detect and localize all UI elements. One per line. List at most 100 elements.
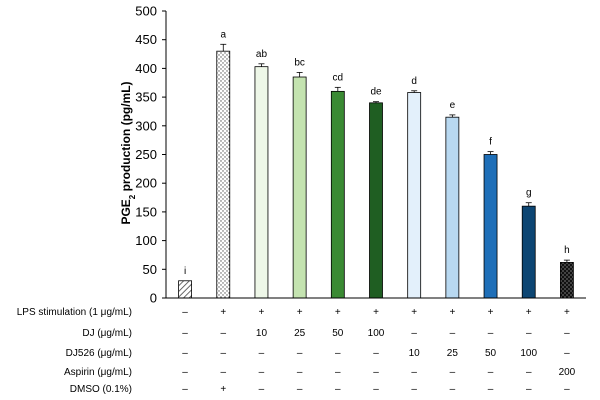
bar	[521, 205, 536, 299]
table-cell: –	[297, 367, 303, 378]
table-cell: 100	[368, 328, 385, 339]
table-cell: +	[335, 307, 341, 318]
significance-label: cd	[333, 72, 344, 83]
y-tick-label: 350	[135, 90, 157, 105]
table-cell: –	[488, 367, 494, 378]
table-row-label: DJ526 (μg/mL)	[66, 348, 132, 359]
table-cell: 50	[485, 348, 497, 359]
bar	[330, 90, 345, 299]
table-cell: +	[373, 307, 379, 318]
bar	[483, 154, 498, 299]
y-tick-label: 50	[143, 262, 157, 277]
bar	[254, 66, 269, 299]
table-cell: –	[564, 348, 570, 359]
y-axis-ticks: 0 50 100 150 200 250 300 350 400 450 500	[135, 4, 166, 306]
table-cell: –	[335, 348, 341, 359]
bar	[178, 280, 192, 299]
bar	[560, 262, 574, 299]
table-cell: 25	[294, 328, 306, 339]
table-cell: –	[450, 367, 456, 378]
table-cell: –	[564, 384, 570, 395]
y-tick-label: 300	[135, 118, 157, 133]
y-axis-title: PGE2 production (pg/mL)	[119, 81, 137, 224]
axes	[165, 11, 586, 299]
table-cell: –	[259, 367, 265, 378]
y-axis-title-subscript: 2	[128, 194, 137, 199]
table-cell: –	[450, 328, 456, 339]
table-cell: –	[450, 384, 456, 395]
y-tick-label: 250	[135, 147, 157, 162]
significance-label: f	[489, 137, 492, 148]
table-cell: –	[297, 384, 303, 395]
table-cell: +	[449, 307, 455, 318]
table-cell: –	[335, 384, 341, 395]
table-cell: –	[488, 328, 494, 339]
bar	[369, 102, 383, 299]
table-cell: –	[411, 328, 417, 339]
y-tick-label: 450	[135, 32, 157, 47]
table-cell: +	[488, 307, 494, 318]
table-cell: 10	[409, 348, 421, 359]
table-cell: –	[526, 384, 532, 395]
bar	[407, 92, 422, 299]
table-cell: –	[488, 384, 494, 395]
y-tick-label: 100	[135, 233, 157, 248]
table-cell: –	[411, 367, 417, 378]
table-cell: –	[182, 307, 188, 318]
bar	[292, 76, 307, 299]
y-tick-label: 200	[135, 176, 157, 191]
table-cell: –	[373, 384, 379, 395]
significance-label: e	[450, 100, 456, 111]
table-cell: –	[373, 367, 379, 378]
y-tick-label: 400	[135, 61, 157, 76]
table-cell: 25	[447, 348, 459, 359]
y-axis-title-rest: production (pg/mL)	[119, 81, 133, 194]
table-cell: –	[526, 367, 532, 378]
significance-label: bc	[294, 57, 305, 68]
table-cell: –	[220, 328, 226, 339]
table-cell: –	[182, 348, 188, 359]
table-cell: –	[220, 367, 226, 378]
table-cell: 200	[559, 367, 576, 378]
table-cell: 100	[520, 348, 537, 359]
table-cell: +	[220, 384, 226, 395]
y-tick-label: 500	[135, 4, 157, 19]
table-cell: –	[564, 328, 570, 339]
table-row-label: LPS stimulation (1 μg/mL)	[17, 307, 132, 318]
table-cell: +	[526, 307, 532, 318]
table-cell: –	[259, 348, 265, 359]
significance-label: de	[370, 87, 382, 98]
y-tick-label: 150	[135, 204, 157, 219]
table-cell: +	[297, 307, 303, 318]
treatment-table: LPS stimulation (1 μg/mL) – + + + + + + + + + + DJ (…	[17, 307, 576, 395]
table-cell: –	[526, 328, 532, 339]
table-cell: 10	[256, 328, 268, 339]
y-tick-label: 0	[150, 291, 157, 306]
table-row-label: DJ (μg/mL)	[82, 328, 132, 339]
table-cell: –	[182, 328, 188, 339]
table-row-label: Aspirin (μg/mL)	[64, 367, 132, 378]
table-cell: –	[373, 348, 379, 359]
y-axis-title-main: PGE	[119, 199, 133, 224]
table-cell: –	[182, 367, 188, 378]
svg-text:PGE2 production (pg/mL): PGE2 production (pg/mL)	[119, 81, 137, 224]
significance-label: d	[411, 76, 417, 87]
table-cell: –	[259, 384, 265, 395]
table-cell: +	[564, 307, 570, 318]
table-cell: +	[411, 307, 417, 318]
table-row-label: DMSO (0.1%)	[70, 384, 132, 395]
significance-label: h	[564, 245, 570, 256]
bar	[216, 50, 231, 299]
significance-label: g	[526, 188, 532, 199]
table-cell: +	[220, 307, 226, 318]
table-cell: +	[259, 307, 265, 318]
significance-label: ab	[256, 49, 268, 60]
significance-label: a	[220, 29, 226, 40]
bar	[445, 116, 460, 299]
table-cell: –	[411, 384, 417, 395]
table-cell: 50	[332, 328, 344, 339]
table-cell: –	[220, 348, 226, 359]
table-cell: –	[182, 384, 188, 395]
